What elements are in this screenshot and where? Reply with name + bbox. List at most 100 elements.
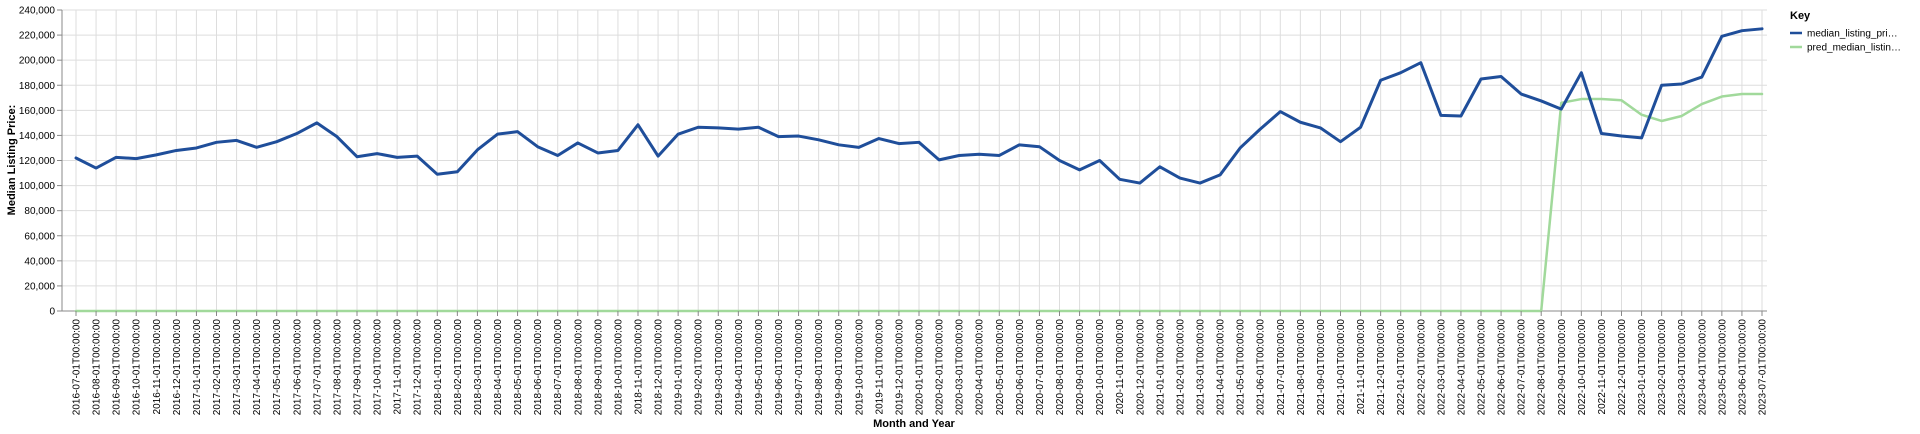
x-tick-label: 2017-05-01T00:00:00	[272, 319, 283, 416]
x-tick-label: 2018-11-01T00:00:00	[634, 319, 645, 415]
x-tick-label: 2019-01-01T00:00:00	[674, 319, 685, 416]
x-tick-label: 2021-04-01T00:00:00	[1216, 319, 1227, 416]
x-tick-label: 2020-09-01T00:00:00	[1075, 319, 1086, 416]
x-tick-label: 2020-02-01T00:00:00	[935, 319, 946, 416]
y-tick-label: 100,000	[19, 181, 56, 192]
x-tick-label: 2022-12-01T00:00:00	[1617, 319, 1628, 416]
x-tick-label: 2022-02-01T00:00:00	[1416, 319, 1427, 416]
x-tick-label: 2018-03-01T00:00:00	[473, 319, 484, 416]
x-tick-label: 2022-01-01T00:00:00	[1396, 319, 1407, 416]
x-tick-label: 2020-10-01T00:00:00	[1095, 319, 1106, 416]
x-tick-label: 2020-04-01T00:00:00	[975, 319, 986, 416]
x-tick-label: 2017-06-01T00:00:00	[292, 319, 303, 416]
x-tick-label: 2021-07-01T00:00:00	[1276, 319, 1287, 416]
x-tick-label: 2018-05-01T00:00:00	[513, 319, 524, 416]
legend: Key median_listing_pri… pred_median_listi…	[1790, 10, 1901, 54]
y-axis-ticks: 0 20,000 40,000 60,000 80,000 100,000 120,000 1…	[19, 6, 62, 318]
x-tick-label: 2018-02-01T00:00:00	[453, 319, 464, 416]
x-tick-label: 2016-11-01T00:00:00	[152, 319, 163, 415]
x-tick-label: 2021-09-01T00:00:00	[1316, 319, 1327, 416]
x-tick-label: 2018-06-01T00:00:00	[533, 319, 544, 416]
x-tick-label: 2017-08-01T00:00:00	[332, 319, 343, 416]
x-axis-ticks: 2016-07-01T00:00:00 2016-08-01T00:00:00 20…	[72, 311, 1769, 415]
x-tick-label: 2017-03-01T00:00:00	[232, 319, 243, 416]
x-tick-label: 2021-01-01T00:00:00	[1155, 319, 1166, 416]
x-tick-label: 2018-01-01T00:00:00	[433, 319, 444, 416]
x-tick-label: 2019-05-01T00:00:00	[754, 319, 765, 416]
x-tick-label: 2018-07-01T00:00:00	[553, 319, 564, 416]
y-tick-label: 40,000	[24, 256, 55, 267]
x-tick-label: 2017-11-01T00:00:00	[393, 319, 404, 415]
x-tick-label: 2016-09-01T00:00:00	[112, 319, 123, 416]
y-tick-label: 60,000	[24, 231, 55, 242]
x-tick-label: 2021-06-01T00:00:00	[1256, 319, 1267, 416]
x-tick-label: 2020-08-01T00:00:00	[1055, 319, 1066, 416]
y-tick-label: 200,000	[19, 56, 56, 67]
x-tick-label: 2018-10-01T00:00:00	[613, 319, 624, 416]
x-tick-label: 2023-06-01T00:00:00	[1737, 319, 1748, 416]
x-tick-label: 2017-02-01T00:00:00	[212, 319, 223, 416]
y-tick-label: 80,000	[24, 206, 55, 217]
x-tick-label: 2018-09-01T00:00:00	[593, 319, 604, 416]
x-tick-label: 2019-04-01T00:00:00	[734, 319, 745, 416]
x-tick-label: 2017-04-01T00:00:00	[252, 319, 263, 416]
x-tick-label: 2018-12-01T00:00:00	[654, 319, 665, 416]
x-tick-label: 2022-04-01T00:00:00	[1456, 319, 1467, 416]
x-tick-label: 2020-06-01T00:00:00	[1015, 319, 1026, 416]
x-tick-label: 2020-12-01T00:00:00	[1135, 319, 1146, 416]
x-tick-label: 2022-09-01T00:00:00	[1557, 319, 1568, 416]
x-tick-label: 2021-11-01T00:00:00	[1356, 319, 1367, 415]
x-tick-label: 2016-10-01T00:00:00	[132, 319, 143, 416]
x-tick-label: 2019-09-01T00:00:00	[834, 319, 845, 416]
x-tick-label: 2023-07-01T00:00:00	[1758, 319, 1769, 416]
x-tick-label: 2018-08-01T00:00:00	[573, 319, 584, 416]
x-tick-label: 2023-01-01T00:00:00	[1637, 319, 1648, 416]
x-tick-label: 2023-05-01T00:00:00	[1717, 319, 1728, 416]
x-tick-label: 2016-12-01T00:00:00	[172, 319, 183, 416]
x-tick-label: 2020-01-01T00:00:00	[915, 319, 926, 416]
y-tick-label: 120,000	[19, 156, 56, 167]
x-tick-label: 2022-11-01T00:00:00	[1597, 319, 1608, 415]
y-tick-label: 180,000	[19, 81, 56, 92]
y-tick-label: 220,000	[19, 31, 56, 42]
x-tick-label: 2019-07-01T00:00:00	[794, 319, 805, 416]
x-tick-label: 2019-10-01T00:00:00	[854, 319, 865, 416]
x-tick-label: 2017-01-01T00:00:00	[192, 319, 203, 416]
x-tick-label: 2019-03-01T00:00:00	[714, 319, 725, 416]
x-tick-label: 2023-03-01T00:00:00	[1677, 319, 1688, 416]
x-axis-title: Month and Year	[873, 418, 955, 430]
x-tick-label: 2022-08-01T00:00:00	[1537, 319, 1548, 416]
x-tick-label: 2019-06-01T00:00:00	[774, 319, 785, 416]
x-tick-label: 2022-05-01T00:00:00	[1477, 319, 1488, 416]
x-tick-label: 2021-08-01T00:00:00	[1296, 319, 1307, 416]
legend-title: Key	[1790, 10, 1811, 22]
gridlines	[62, 9, 1767, 312]
x-tick-label: 2020-05-01T00:00:00	[995, 319, 1006, 416]
x-tick-label: 2022-06-01T00:00:00	[1497, 319, 1508, 416]
x-tick-label: 2019-08-01T00:00:00	[814, 319, 825, 416]
y-tick-label: 240,000	[19, 6, 56, 17]
x-tick-label: 2020-11-01T00:00:00	[1115, 319, 1126, 415]
x-tick-label: 2021-12-01T00:00:00	[1376, 319, 1387, 416]
x-tick-label: 2020-07-01T00:00:00	[1035, 319, 1046, 416]
x-tick-label: 2021-02-01T00:00:00	[1175, 319, 1186, 416]
x-tick-label: 2021-05-01T00:00:00	[1236, 319, 1247, 416]
x-tick-label: 2017-12-01T00:00:00	[413, 319, 424, 416]
x-tick-label: 2023-04-01T00:00:00	[1697, 319, 1708, 416]
legend-label: median_listing_pri…	[1807, 29, 1898, 40]
y-tick-label: 20,000	[24, 281, 55, 292]
x-tick-label: 2017-10-01T00:00:00	[373, 319, 384, 416]
x-tick-label: 2019-12-01T00:00:00	[894, 319, 905, 416]
y-tick-label: 0	[49, 307, 55, 318]
x-tick-label: 2017-09-01T00:00:00	[353, 319, 364, 416]
x-tick-label: 2022-07-01T00:00:00	[1517, 319, 1528, 416]
x-tick-label: 2023-02-01T00:00:00	[1657, 319, 1668, 416]
legend-label: pred_median_listin…	[1807, 43, 1901, 54]
x-tick-label: 2022-10-01T00:00:00	[1577, 319, 1588, 416]
x-tick-label: 2022-03-01T00:00:00	[1436, 319, 1447, 416]
x-tick-label: 2019-11-01T00:00:00	[874, 319, 885, 415]
x-tick-label: 2017-07-01T00:00:00	[312, 319, 323, 416]
x-tick-label: 2020-03-01T00:00:00	[955, 319, 966, 416]
y-axis-title: Median Listing Price:	[6, 105, 18, 216]
